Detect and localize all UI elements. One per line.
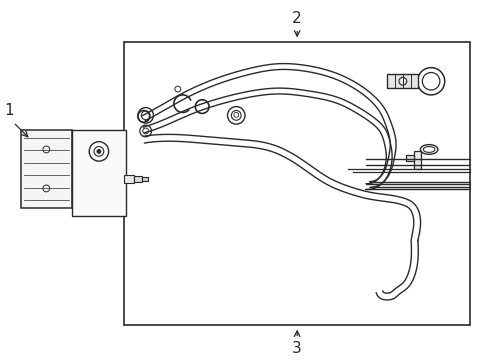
Text: 2: 2 bbox=[292, 11, 302, 26]
Text: 1: 1 bbox=[4, 103, 14, 118]
Bar bbox=[142, 177, 147, 181]
Bar bbox=[21, 130, 72, 208]
Bar bbox=[124, 175, 134, 183]
Text: 3: 3 bbox=[292, 341, 302, 356]
Circle shape bbox=[97, 149, 101, 153]
Bar bbox=[386, 75, 418, 88]
Bar bbox=[405, 155, 413, 161]
Bar bbox=[124, 42, 469, 325]
Bar bbox=[72, 130, 126, 216]
Bar bbox=[413, 152, 421, 169]
Bar bbox=[134, 176, 142, 181]
